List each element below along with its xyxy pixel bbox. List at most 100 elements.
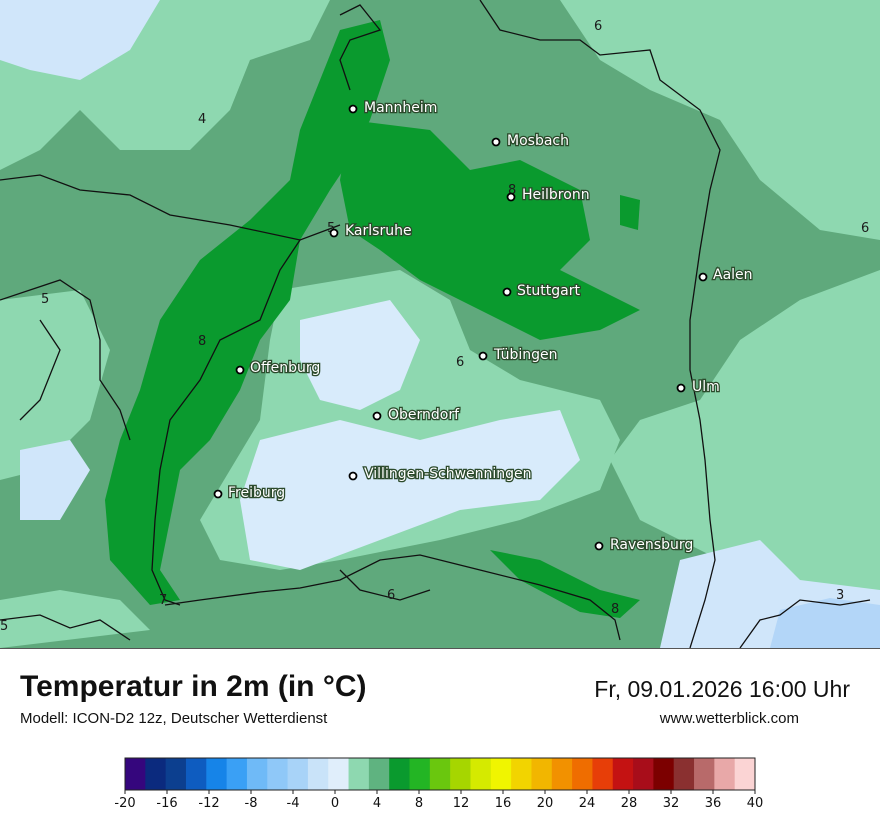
city-ravensburg[interactable]: Ravensburg: [594, 536, 695, 554]
temp-zone-6-8-lake: [490, 550, 640, 618]
city-label: Tübingen: [493, 347, 558, 363]
temperature-map: 6 4 8 6 5 8 6 5 7 6 8 3 5 Mannheim Mosba…: [0, 0, 880, 649]
legend-color-cell: [531, 758, 553, 790]
city-label: Mosbach: [507, 133, 569, 149]
legend-cells: [125, 758, 756, 790]
city-freiburg[interactable]: Freiburg: [213, 484, 286, 502]
website-link[interactable]: www.wetterblick.com: [659, 710, 799, 727]
temp-zone-0-2-west: [20, 440, 90, 520]
border-line: [19, 319, 61, 421]
legend-tick-label: 4: [373, 796, 381, 811]
city-label: Villingen-Schwenningen: [364, 466, 532, 482]
legend-color-cell: [572, 758, 593, 790]
legend-color-cell: [246, 758, 268, 790]
city-label: Mannheim: [364, 100, 437, 116]
city-marker-icon: [348, 104, 358, 114]
legend-color-cell: [429, 758, 451, 790]
city-label: Ulm: [692, 379, 720, 395]
legend-color-cell: [145, 758, 167, 790]
temp-zone-6-8-spot: [620, 195, 640, 230]
isoline-label: 6: [594, 19, 602, 34]
temp-zone-0-2-b: [240, 410, 580, 570]
city-marker-icon: [372, 411, 382, 421]
legend-color-cell: [165, 758, 187, 790]
city-marker-icon: [478, 351, 488, 361]
temp-zone-6-8-rhine: [105, 20, 390, 605]
temp-zone-2-4-southwest: [0, 590, 150, 648]
city-marker-icon: [506, 192, 516, 202]
legend-color-cell: [490, 758, 512, 790]
border-line: [339, 4, 382, 91]
city-oberndorf[interactable]: Oberndorf: [372, 406, 461, 424]
isoline-label: 8: [508, 183, 516, 198]
legend-color-cell: [714, 758, 736, 790]
legend-canvas: -20 -16 -12 -8 -4 0 4 8 12 16 20 24 28 32 36 40: [114, 757, 763, 811]
temp-zone-0-2-a: [300, 300, 420, 410]
legend-tick-label: -8: [245, 796, 258, 811]
city-ulm[interactable]: Ulm: [676, 378, 721, 396]
legend-tick-label: 28: [621, 796, 638, 811]
city-tuebingen[interactable]: Tübingen: [478, 346, 559, 364]
city-aalen[interactable]: Aalen: [698, 266, 754, 284]
temp-zone-2-4-east: [610, 270, 880, 600]
isoline-label: 3: [836, 588, 844, 603]
legend-color-cell: [511, 758, 532, 790]
legend-color-cell: [226, 758, 248, 790]
isoline-label: 7: [159, 593, 167, 608]
legend-color-cell: [612, 758, 634, 790]
legend-color-cell: [409, 758, 431, 790]
legend-color-cell: [551, 758, 573, 790]
city-label: Karlsruhe: [345, 223, 412, 239]
cities: Mannheim Mosbach Heilbronn Karlsruhe Aal…: [213, 99, 754, 554]
city-marker-icon: [329, 228, 339, 238]
city-marker-icon: [348, 471, 358, 481]
border-line: [0, 279, 131, 441]
legend-color-cell: [633, 758, 654, 790]
legend-tick-label: -20: [114, 796, 135, 811]
temp-zone-0-2-north: [0, 0, 160, 80]
temp-zone-minus2-0: [770, 598, 880, 648]
border-line: [479, 0, 721, 648]
isoline-label: 6: [456, 355, 464, 370]
city-label: Freiburg: [228, 485, 285, 501]
city-mosbach[interactable]: Mosbach: [491, 132, 570, 150]
city-villingen-schwenningen[interactable]: Villingen-Schwenningen: [348, 465, 533, 483]
city-offenburg[interactable]: Offenburg: [235, 359, 322, 377]
color-legend: -20 -16 -12 -8 -4 0 4 8 12 16 20 24 28 32 36 40: [0, 755, 880, 830]
isoline-label: 6: [861, 221, 869, 236]
city-stuttgart[interactable]: Stuttgart: [502, 282, 582, 300]
city-marker-icon: [213, 489, 223, 499]
legend-ticks: -20 -16 -12 -8 -4 0 4 8 12 16 20 24 28 32 36 40: [114, 790, 763, 811]
legend-color-cell: [125, 758, 146, 790]
legend-color-cell: [267, 758, 289, 790]
legend-color-cell: [348, 758, 370, 790]
temp-zone-6-8-neckar: [340, 120, 640, 340]
legend-color-cell: [673, 758, 695, 790]
border-line: [164, 554, 621, 641]
city-marker-icon: [594, 541, 604, 551]
border-line: [0, 174, 341, 241]
model-info: Modell: ICON-D2 12z, Deutscher Wetterdie…: [20, 710, 328, 727]
map-title: Temperatur in 2m (in °C): [20, 670, 367, 703]
legend-color-cell: [328, 758, 350, 790]
temp-zone-2-4-west: [0, 290, 110, 480]
legend-tick-label: -12: [198, 796, 219, 811]
isoline-label: 8: [198, 334, 206, 349]
legend-tick-label: 40: [747, 796, 764, 811]
city-heilbronn[interactable]: Heilbronn: [506, 186, 591, 204]
border-line: [151, 239, 301, 606]
legend-tick-label: -16: [156, 796, 177, 811]
legend-color-cell: [185, 758, 207, 790]
isoline-labels: 6 4 8 6 5 8 6 5 7 6 8 3 5: [0, 19, 869, 634]
city-label: Ravensburg: [610, 537, 693, 553]
legend-tick-label: 36: [705, 796, 722, 811]
legend-tick-label: 12: [453, 796, 470, 811]
legend-color-cell: [592, 758, 614, 790]
city-label: Stuttgart: [517, 283, 580, 299]
city-mannheim[interactable]: Mannheim: [348, 99, 439, 117]
isoline-label: 5: [327, 221, 335, 236]
city-karlsruhe[interactable]: Karlsruhe: [329, 222, 413, 240]
border-line: [339, 569, 431, 601]
legend-color-cell: [389, 758, 411, 790]
borders: [0, 0, 871, 648]
